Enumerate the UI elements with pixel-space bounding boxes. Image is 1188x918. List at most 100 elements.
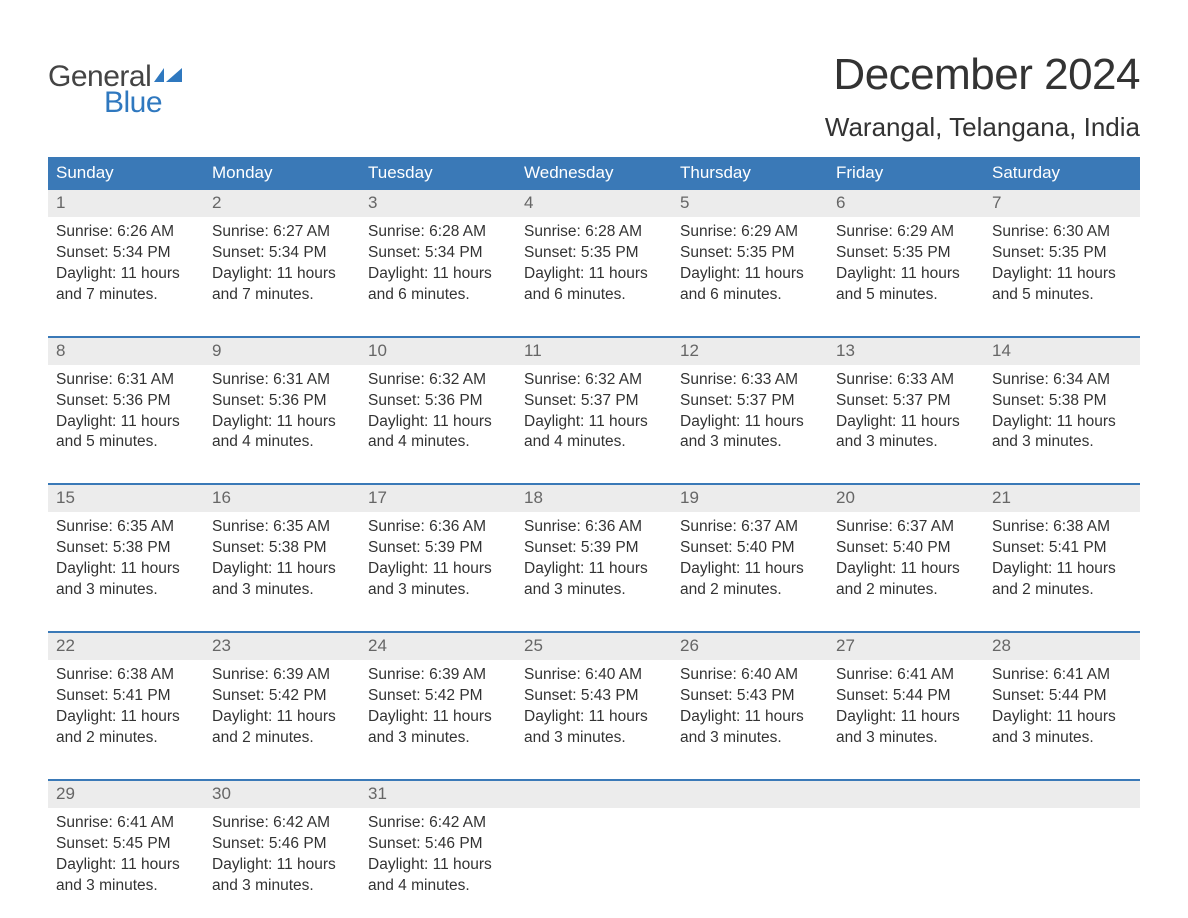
day-sunset: Sunset: 5:38 PM <box>212 538 352 559</box>
day-d1: Daylight: 11 hours <box>992 264 1132 285</box>
day-sunset: Sunset: 5:35 PM <box>992 243 1132 264</box>
day-d2: and 6 minutes. <box>524 285 664 306</box>
day-sunset: Sunset: 5:40 PM <box>836 538 976 559</box>
day-d1: Daylight: 11 hours <box>212 264 352 285</box>
day-cell: Sunrise: 6:40 AMSunset: 5:43 PMDaylight:… <box>516 660 672 755</box>
day-d1: Daylight: 11 hours <box>368 855 508 876</box>
day-number: 26 <box>672 633 828 660</box>
day-number <box>828 781 984 808</box>
day-d1: Daylight: 11 hours <box>524 707 664 728</box>
day-sunrise: Sunrise: 6:28 AM <box>524 222 664 243</box>
day-sunset: Sunset: 5:34 PM <box>212 243 352 264</box>
week-row: 15161718192021Sunrise: 6:35 AMSunset: 5:… <box>48 483 1140 607</box>
daynum-row: 15161718192021 <box>48 485 1140 512</box>
daynum-row: 293031 <box>48 781 1140 808</box>
dow-tuesday: Tuesday <box>360 157 516 190</box>
day-number: 30 <box>204 781 360 808</box>
day-d2: and 2 minutes. <box>680 580 820 601</box>
day-d1: Daylight: 11 hours <box>680 412 820 433</box>
day-cell: Sunrise: 6:31 AMSunset: 5:36 PMDaylight:… <box>204 365 360 460</box>
day-cell: Sunrise: 6:37 AMSunset: 5:40 PMDaylight:… <box>828 512 984 607</box>
day-sunrise: Sunrise: 6:32 AM <box>368 370 508 391</box>
day-d1: Daylight: 11 hours <box>56 855 196 876</box>
day-number: 6 <box>828 190 984 217</box>
day-sunrise: Sunrise: 6:41 AM <box>836 665 976 686</box>
day-cell: Sunrise: 6:41 AMSunset: 5:44 PMDaylight:… <box>984 660 1140 755</box>
day-sunrise: Sunrise: 6:38 AM <box>56 665 196 686</box>
day-sunrise: Sunrise: 6:38 AM <box>992 517 1132 538</box>
day-d2: and 2 minutes. <box>836 580 976 601</box>
day-sunrise: Sunrise: 6:40 AM <box>524 665 664 686</box>
dow-friday: Friday <box>828 157 984 190</box>
day-d2: and 3 minutes. <box>524 580 664 601</box>
day-cell: Sunrise: 6:29 AMSunset: 5:35 PMDaylight:… <box>828 217 984 312</box>
day-number: 24 <box>360 633 516 660</box>
day-sunrise: Sunrise: 6:35 AM <box>56 517 196 538</box>
day-cell: Sunrise: 6:27 AMSunset: 5:34 PMDaylight:… <box>204 217 360 312</box>
day-cell: Sunrise: 6:36 AMSunset: 5:39 PMDaylight:… <box>516 512 672 607</box>
day-d2: and 2 minutes. <box>212 728 352 749</box>
day-number: 15 <box>48 485 204 512</box>
day-d1: Daylight: 11 hours <box>524 559 664 580</box>
day-d1: Daylight: 11 hours <box>836 559 976 580</box>
day-d2: and 5 minutes. <box>836 285 976 306</box>
day-cell: Sunrise: 6:41 AMSunset: 5:45 PMDaylight:… <box>48 808 204 903</box>
day-cell: Sunrise: 6:31 AMSunset: 5:36 PMDaylight:… <box>48 365 204 460</box>
day-d2: and 3 minutes. <box>836 728 976 749</box>
day-cell: Sunrise: 6:30 AMSunset: 5:35 PMDaylight:… <box>984 217 1140 312</box>
day-cell: Sunrise: 6:28 AMSunset: 5:35 PMDaylight:… <box>516 217 672 312</box>
day-sunrise: Sunrise: 6:39 AM <box>212 665 352 686</box>
day-d1: Daylight: 11 hours <box>56 264 196 285</box>
day-d2: and 3 minutes. <box>992 432 1132 453</box>
day-number: 23 <box>204 633 360 660</box>
day-d2: and 3 minutes. <box>212 580 352 601</box>
day-d1: Daylight: 11 hours <box>992 412 1132 433</box>
brand-logo: General Blue <box>48 50 182 120</box>
day-sunrise: Sunrise: 6:26 AM <box>56 222 196 243</box>
day-d2: and 6 minutes. <box>680 285 820 306</box>
day-number: 7 <box>984 190 1140 217</box>
day-d2: and 3 minutes. <box>680 728 820 749</box>
day-d1: Daylight: 11 hours <box>836 707 976 728</box>
day-number: 18 <box>516 485 672 512</box>
day-number: 5 <box>672 190 828 217</box>
day-d1: Daylight: 11 hours <box>212 559 352 580</box>
day-cell: Sunrise: 6:29 AMSunset: 5:35 PMDaylight:… <box>672 217 828 312</box>
day-sunrise: Sunrise: 6:29 AM <box>680 222 820 243</box>
day-sunrise: Sunrise: 6:29 AM <box>836 222 976 243</box>
day-d2: and 4 minutes. <box>368 432 508 453</box>
day-cell: Sunrise: 6:35 AMSunset: 5:38 PMDaylight:… <box>204 512 360 607</box>
day-sunrise: Sunrise: 6:28 AM <box>368 222 508 243</box>
day-d1: Daylight: 11 hours <box>992 707 1132 728</box>
day-sunset: Sunset: 5:37 PM <box>836 391 976 412</box>
day-sunrise: Sunrise: 6:42 AM <box>368 813 508 834</box>
day-sunset: Sunset: 5:35 PM <box>836 243 976 264</box>
day-sunset: Sunset: 5:34 PM <box>368 243 508 264</box>
week-row: 22232425262728Sunrise: 6:38 AMSunset: 5:… <box>48 631 1140 755</box>
day-sunset: Sunset: 5:46 PM <box>212 834 352 855</box>
day-sunset: Sunset: 5:34 PM <box>56 243 196 264</box>
day-d1: Daylight: 11 hours <box>56 559 196 580</box>
day-cell: Sunrise: 6:41 AMSunset: 5:44 PMDaylight:… <box>828 660 984 755</box>
day-sunset: Sunset: 5:44 PM <box>836 686 976 707</box>
day-sunrise: Sunrise: 6:37 AM <box>836 517 976 538</box>
day-sunset: Sunset: 5:35 PM <box>524 243 664 264</box>
day-sunrise: Sunrise: 6:32 AM <box>524 370 664 391</box>
day-d2: and 3 minutes. <box>836 432 976 453</box>
day-number: 17 <box>360 485 516 512</box>
day-sunset: Sunset: 5:36 PM <box>212 391 352 412</box>
day-cell: Sunrise: 6:36 AMSunset: 5:39 PMDaylight:… <box>360 512 516 607</box>
day-d1: Daylight: 11 hours <box>680 264 820 285</box>
day-sunset: Sunset: 5:40 PM <box>680 538 820 559</box>
day-d1: Daylight: 11 hours <box>368 264 508 285</box>
day-d2: and 2 minutes. <box>992 580 1132 601</box>
day-d2: and 6 minutes. <box>368 285 508 306</box>
dow-header: SundayMondayTuesdayWednesdayThursdayFrid… <box>48 157 1140 190</box>
month-title: December 2024 <box>825 50 1140 100</box>
day-sunrise: Sunrise: 6:39 AM <box>368 665 508 686</box>
dow-sunday: Sunday <box>48 157 204 190</box>
day-d1: Daylight: 11 hours <box>836 412 976 433</box>
day-cell: Sunrise: 6:39 AMSunset: 5:42 PMDaylight:… <box>204 660 360 755</box>
day-d2: and 3 minutes. <box>992 728 1132 749</box>
empty-cell <box>672 808 828 903</box>
